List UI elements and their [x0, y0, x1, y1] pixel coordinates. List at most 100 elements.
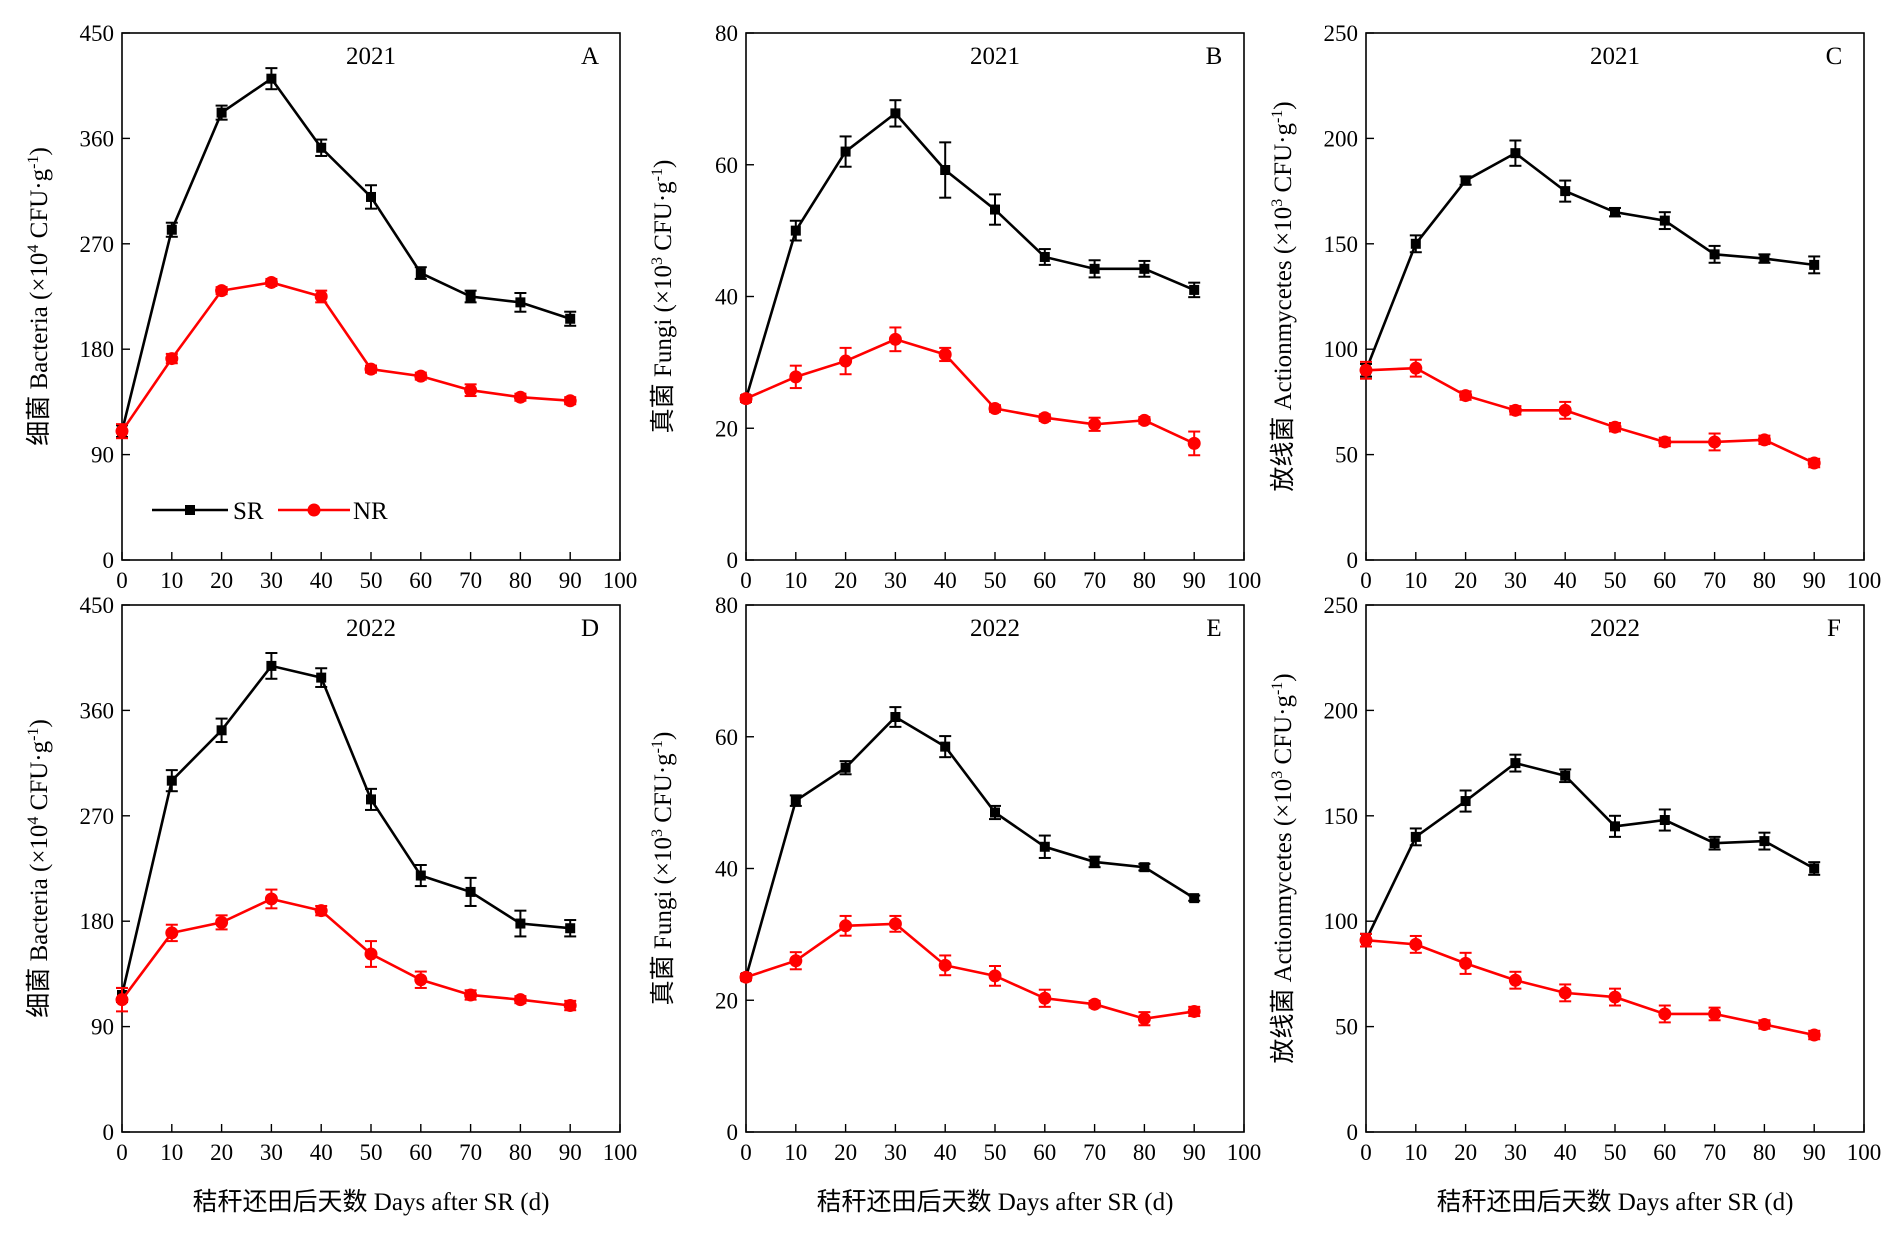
x-tick-label: 80: [1133, 1140, 1156, 1165]
plot-frame: [121, 32, 621, 561]
data-point: [789, 370, 803, 384]
data-point: [1610, 207, 1620, 218]
x-tick-label: 40: [310, 1140, 333, 1165]
data-point: [890, 711, 901, 722]
data-point: [1039, 841, 1050, 852]
x-tick-label: 40: [934, 1140, 957, 1165]
x-tick-label: 0: [740, 1140, 752, 1165]
x-tick-label: 30: [260, 568, 283, 593]
y-title-superscript: 3: [1269, 771, 1286, 779]
data-point: [1759, 836, 1770, 847]
data-point: [1359, 933, 1373, 947]
y-tick-label: 0: [1347, 548, 1359, 573]
series-line: [1365, 366, 1815, 465]
plot-frame: [1365, 32, 1865, 561]
data-point: [1137, 1012, 1151, 1026]
y-title-superscript: 4: [25, 245, 42, 253]
data-point: [1510, 758, 1521, 769]
y-title-part: ): [650, 732, 677, 740]
x-tick-label: 40: [310, 568, 333, 593]
y-tick-label: 80: [715, 21, 738, 46]
data-point: [266, 73, 277, 84]
panel-year: 2022: [1590, 615, 1640, 642]
data-point: [366, 794, 376, 805]
panel-b: 0 10 20 30 40 50 60 70 80 90 100 0 20 40 60 80 2021 B 真菌 F…: [649, 21, 1261, 593]
data-point: [739, 392, 753, 406]
data-point: [115, 424, 129, 438]
x-tick-label: 70: [1703, 568, 1726, 593]
data-point: [1460, 175, 1471, 186]
x-axis-title: 秸秆还田后天数 Days after SR (d): [817, 1188, 1174, 1216]
y-title-superscript: -1: [25, 156, 42, 169]
data-point: [264, 275, 278, 289]
y-tick-label: 100: [1324, 337, 1359, 362]
data-point: [166, 224, 177, 235]
x-tick-label: 10: [1404, 568, 1427, 593]
series-sr: [116, 67, 577, 439]
panel-year: 2021: [346, 43, 396, 70]
x-tick-label: 70: [1083, 568, 1106, 593]
data-point: [264, 892, 278, 906]
data-point: [1807, 456, 1821, 470]
data-point: [1709, 249, 1720, 260]
data-point: [513, 390, 527, 404]
y-title-part: ): [1270, 673, 1297, 681]
panel-letter: A: [581, 43, 599, 70]
data-point: [1708, 435, 1722, 449]
panel-d: 0 10 20 30 40 50 60 70 80 90 100 0 90 180 270 360 450 202…: [25, 593, 637, 1216]
series-line: [120, 281, 571, 432]
x-tick-label: 30: [1504, 1140, 1527, 1165]
data-point: [1608, 990, 1622, 1004]
data-point: [1510, 148, 1521, 159]
y-title-superscript: 3: [649, 257, 666, 265]
y-title-part: ): [1270, 101, 1297, 109]
y-tick-label: 20: [715, 416, 738, 441]
y-tick-label: 40: [715, 857, 738, 882]
data-point: [1558, 403, 1572, 417]
x-tick-label: 10: [160, 568, 183, 593]
y-title-part: CFU·g: [1270, 695, 1297, 771]
data-point: [1560, 186, 1571, 197]
y-title-part: 细菌 Bacteria (×10: [25, 253, 53, 446]
y-tick-label: 80: [715, 593, 738, 618]
y-title-part: 真菌 Fungi (×10: [649, 265, 677, 433]
y-tick-label: 270: [80, 232, 115, 257]
y-tick-label: 0: [727, 1120, 739, 1145]
data-point: [1409, 361, 1423, 375]
y-tick-label: 180: [80, 909, 115, 934]
x-tick-label: 10: [784, 568, 807, 593]
data-point: [888, 332, 902, 346]
y-title-superscript: 4: [25, 817, 42, 825]
x-tick-label: 60: [409, 1140, 432, 1165]
legend-marker: [307, 503, 321, 517]
panel-year: 2021: [1590, 43, 1640, 70]
data-point: [1038, 411, 1052, 425]
data-point: [1139, 862, 1150, 873]
data-point: [563, 999, 577, 1013]
x-tick-label: 20: [210, 1140, 233, 1165]
x-tick-label: 70: [1083, 1140, 1106, 1165]
data-point: [1508, 403, 1522, 417]
x-tick-label: 100: [603, 568, 638, 593]
data-point: [165, 352, 179, 366]
x-tick-label: 20: [834, 1140, 857, 1165]
y-title-superscript: -1: [649, 740, 666, 753]
y-tick-label: 60: [715, 153, 738, 178]
y-title-superscript: -1: [1269, 110, 1286, 123]
data-point: [1610, 821, 1620, 832]
x-tick-label: 0: [740, 568, 752, 593]
data-point: [1409, 937, 1423, 951]
panel-letter: F: [1827, 615, 1841, 642]
data-point: [364, 947, 378, 961]
data-point: [115, 993, 129, 1007]
data-point: [216, 725, 227, 736]
x-tick-label: 90: [1803, 568, 1826, 593]
data-point: [414, 369, 428, 383]
y-title-superscript: -1: [1269, 682, 1286, 695]
data-point: [988, 969, 1002, 983]
data-point: [565, 923, 576, 934]
data-point: [414, 973, 428, 987]
y-title-part: 放线菌 Actionmycetes (×10: [1269, 779, 1297, 1064]
y-title-part: 细菌 Bacteria (×10: [25, 825, 53, 1018]
series-line: [120, 664, 571, 996]
